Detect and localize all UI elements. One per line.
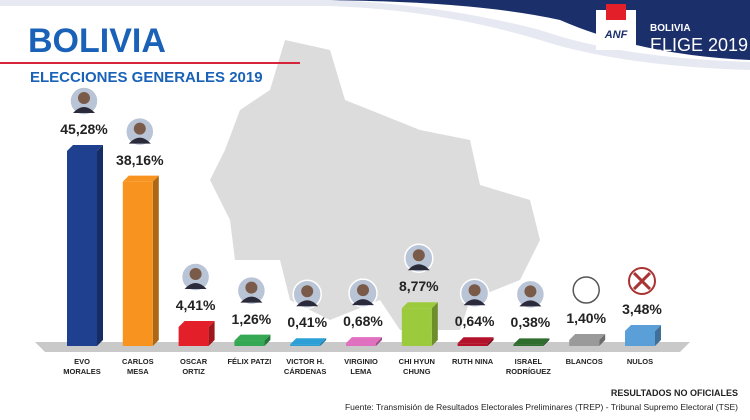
logo-brand: ANF (604, 29, 628, 41)
bar-side (376, 337, 382, 346)
logo-ballot (606, 4, 626, 20)
bar (234, 340, 265, 346)
photo-body (463, 299, 486, 306)
photo-body (407, 264, 430, 271)
value-label: 3,48% (622, 301, 662, 317)
photo-head (78, 92, 90, 104)
value-label: 0,68% (343, 313, 383, 330)
category-label: OSCAR ORTIZ (180, 357, 208, 376)
bar (569, 339, 600, 346)
bar-top (401, 302, 438, 309)
value-label: 1,40% (566, 309, 607, 326)
photo-head (468, 284, 481, 297)
map-silhouette (210, 40, 540, 330)
bar (178, 327, 209, 346)
category-label: ISRAEL RODRÍGUEZ (505, 357, 551, 376)
bar-side (152, 175, 159, 346)
category-label: CARLOS MESA (121, 357, 154, 376)
value-label: 1,26% (231, 310, 272, 327)
bar-top (346, 337, 382, 344)
subtitle: ELECCIONES GENERALES 2019 (30, 69, 263, 86)
category-label: VICTOR H. CÁRDENAS (283, 357, 327, 376)
bar-top (178, 321, 215, 328)
bar-side (320, 338, 327, 346)
value-label: 0,38% (510, 314, 551, 331)
photo-body (128, 137, 151, 144)
photo-head (412, 249, 425, 262)
category-label: NULOS (626, 357, 654, 366)
bar (457, 343, 488, 346)
bar-top (513, 338, 550, 345)
bar (346, 343, 376, 346)
category-label: VIRGINIO LEMA (344, 357, 378, 376)
photo-body (352, 299, 374, 306)
bar-side (264, 334, 271, 346)
bar (513, 344, 544, 346)
category-label: BLANCOS (565, 357, 603, 366)
bar-side (208, 321, 215, 346)
title: BOLIVIA (28, 22, 166, 60)
photo-head (245, 281, 258, 294)
value-label: 0,41% (287, 314, 328, 331)
source: Fuente: Transmisión de Resultados Electo… (345, 402, 738, 412)
bar-side (97, 145, 103, 346)
bar (290, 344, 321, 346)
logo-line2: ELIGE 2019 (650, 35, 748, 55)
header-swoosh (300, 0, 750, 60)
photo-body (519, 300, 542, 307)
category-label: FÉLIX PATZI (227, 357, 272, 366)
category-label: RUTH NINA (451, 357, 494, 366)
bar (625, 331, 655, 346)
bar (401, 308, 432, 346)
photo-head (301, 285, 314, 298)
value-label: 4,41% (175, 297, 216, 313)
bar-top (290, 338, 327, 345)
bar-top (234, 334, 271, 341)
value-label: 45,28% (60, 121, 108, 137)
category-label: CHI HYUN CHUNG (398, 357, 435, 376)
value-label: 0,64% (454, 313, 495, 330)
bar-top (67, 145, 103, 151)
value-label: 38,16% (116, 151, 164, 168)
note: RESULTADOS NO OFICIALES (611, 388, 738, 398)
photo-head (524, 285, 537, 298)
photo-body (73, 107, 95, 113)
bar-side (655, 325, 661, 346)
category-label: EVO MORALES (63, 357, 101, 376)
bar-top (122, 175, 159, 182)
null-cross (632, 271, 652, 291)
bar-side (431, 302, 438, 346)
bar-top (457, 337, 494, 344)
logo-line1: BOLIVIA (650, 23, 691, 34)
photo-body (240, 296, 263, 303)
bar (122, 181, 153, 346)
photo-head (189, 268, 202, 281)
header-band (0, 0, 750, 70)
photo-head (357, 284, 369, 297)
bar-side (599, 333, 606, 346)
value-label: 8,77% (398, 278, 439, 295)
bar (67, 151, 97, 346)
photo-head (133, 122, 146, 135)
bar-side (543, 338, 550, 346)
bar-top (625, 325, 661, 332)
blank-icon (572, 276, 600, 304)
photo-body (296, 300, 319, 307)
bar-side (487, 337, 494, 346)
bar-top (569, 333, 606, 340)
photo-body (184, 283, 207, 290)
